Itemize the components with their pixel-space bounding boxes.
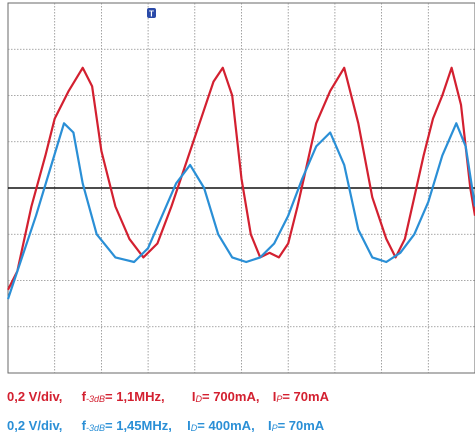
caption-blue-ip-sub: P: [271, 423, 278, 433]
caption-blue-id-sub: D: [190, 423, 198, 433]
caption-blue-id-value: = 400mA,: [197, 418, 255, 433]
caption-red-ip-symbol: I: [272, 389, 277, 404]
plot-grid: [7, 2, 475, 374]
caption-red-vdiv: 0,2 V/div,: [7, 389, 63, 404]
caption-blue-ip-symbol: I: [267, 418, 272, 433]
caption-red-ip-value: = 70mA: [282, 389, 329, 404]
caption-red-f-sub: -3dB: [86, 394, 106, 404]
caption-red-ip-sub: P: [276, 394, 283, 404]
caption-red-id-sub: D: [195, 394, 203, 404]
trace-blue: [6, 122, 475, 300]
caption-red-f-symbol: f: [81, 389, 86, 404]
caption-blue-f-symbol: f: [81, 418, 86, 433]
caption-red-id-value: = 700mA,: [202, 389, 260, 404]
plot-traces: [6, 66, 475, 300]
oscilloscope-plot: T: [6, 2, 475, 374]
caption-red-trace: 0,2 V/div, f-3dB = 1,1MHz, ID = 700mA, I…: [7, 389, 329, 404]
caption-blue-f-value: = 1,45MHz,: [105, 418, 172, 433]
caption-blue-f-sub: -3dB: [86, 423, 106, 433]
trigger-marker: T: [147, 8, 156, 18]
caption-blue-vdiv: 0,2 V/div,: [7, 418, 63, 433]
caption-red-f-value: = 1,1MHz,: [105, 389, 165, 404]
caption-blue-trace: 0,2 V/div, f-3dB = 1,45MHz, ID = 400mA, …: [7, 418, 324, 433]
caption-blue-id-symbol: I: [187, 418, 191, 433]
caption-blue-ip-value: = 70mA: [277, 418, 325, 433]
trigger-marker-label: T: [149, 9, 154, 18]
caption-red-id-symbol: I: [191, 389, 196, 404]
